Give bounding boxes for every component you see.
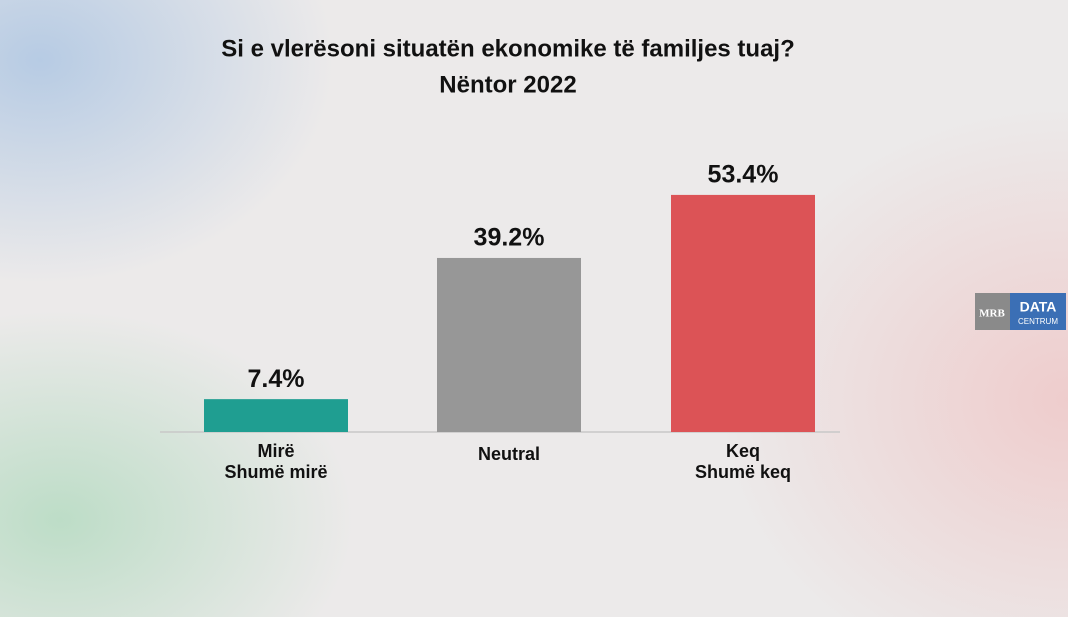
bar: [437, 257, 581, 432]
x-tick-label: Shumë keq: [695, 462, 791, 482]
bar: [204, 399, 348, 432]
x-tick-label: Keq: [726, 441, 760, 461]
value-label: 7.4%: [248, 365, 305, 393]
value-label: 39.2%: [474, 224, 545, 252]
chart-title: Si e vlerësoni situatën ekonomike të fam…: [221, 35, 795, 62]
x-tick-label: Shumë mirë: [224, 462, 327, 482]
logo-right-sub: CENTRUM: [1018, 317, 1058, 326]
logo-right-box: [1010, 293, 1066, 330]
x-tick-label: Mirë: [257, 441, 294, 461]
value-label: 53.4%: [708, 161, 779, 189]
logo: MRB DATA CENTRUM: [975, 293, 1066, 330]
logo-left: MRB: [979, 308, 1005, 320]
logo-left-box: [975, 293, 1010, 330]
x-tick-label: Neutral: [478, 444, 540, 464]
chart-subtitle: Nëntor 2022: [439, 71, 576, 98]
bar: [671, 194, 815, 432]
logo-right: DATA: [1020, 299, 1057, 315]
